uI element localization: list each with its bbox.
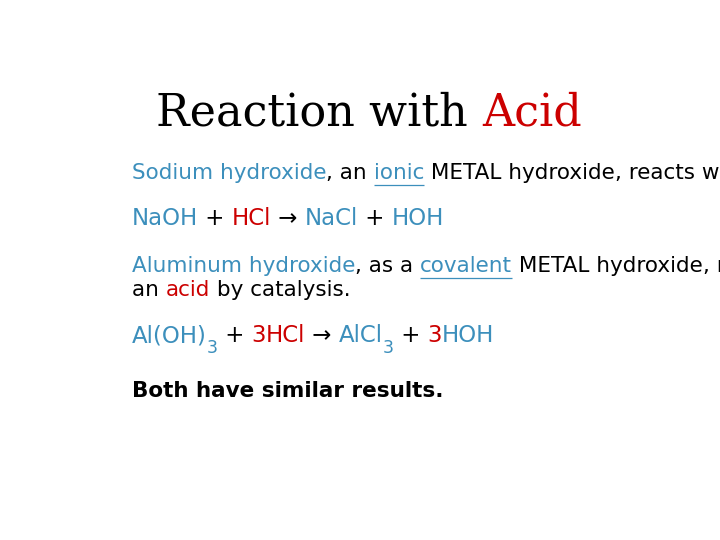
Text: an: an: [132, 280, 166, 300]
Text: Reaction with: Reaction with: [156, 91, 482, 134]
Text: HOH: HOH: [392, 207, 444, 230]
Text: Both have similar results.: Both have similar results.: [132, 381, 444, 401]
Text: , reacts with an: , reacts with an: [615, 163, 720, 183]
Text: +: +: [394, 325, 428, 347]
Text: by catalysis.: by catalysis.: [210, 280, 351, 300]
Text: , an: , an: [326, 163, 374, 183]
Text: 3: 3: [383, 339, 394, 356]
Text: NaOH: NaOH: [132, 207, 198, 230]
Text: , as a: , as a: [355, 256, 420, 276]
Text: HCl: HCl: [232, 207, 271, 230]
Text: acid: acid: [166, 280, 210, 300]
Text: →: →: [271, 207, 305, 230]
Text: AlCl: AlCl: [339, 325, 383, 347]
Text: 3: 3: [251, 325, 266, 347]
Text: NaCl: NaCl: [305, 207, 358, 230]
Text: ionic: ionic: [374, 163, 424, 183]
Text: +: +: [217, 325, 251, 347]
Text: +: +: [198, 207, 232, 230]
Text: 3: 3: [207, 339, 217, 356]
Text: +: +: [358, 207, 392, 230]
Text: , reacts with: , reacts with: [703, 256, 720, 276]
Text: Acid: Acid: [482, 91, 582, 134]
Text: →: →: [305, 325, 339, 347]
Text: METAL hydroxide: METAL hydroxide: [512, 256, 703, 276]
Text: covalent: covalent: [420, 256, 512, 276]
Text: Sodium hydroxide: Sodium hydroxide: [132, 163, 326, 183]
Text: Al(OH): Al(OH): [132, 325, 207, 347]
Text: METAL hydroxide: METAL hydroxide: [424, 163, 615, 183]
Text: HCl: HCl: [266, 325, 305, 347]
Text: HOH: HOH: [442, 325, 495, 347]
Text: 3: 3: [428, 325, 442, 347]
Text: Aluminum hydroxide: Aluminum hydroxide: [132, 256, 355, 276]
